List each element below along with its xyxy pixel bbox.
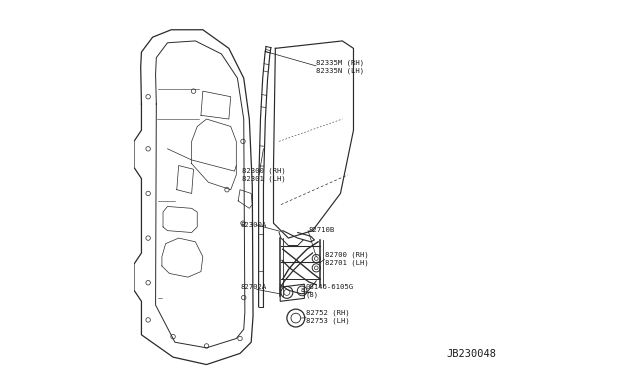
Text: 82702A: 82702A bbox=[240, 284, 266, 290]
Text: 82710B: 82710B bbox=[308, 227, 334, 232]
Text: 82300 (RH)
82301 (LH): 82300 (RH) 82301 (LH) bbox=[242, 168, 285, 182]
Text: 8: 8 bbox=[300, 288, 304, 294]
Text: 08146-6105G
(8): 08146-6105G (8) bbox=[306, 284, 354, 298]
Text: JB230048: JB230048 bbox=[447, 349, 497, 359]
Text: 82752 (RH)
82753 (LH): 82752 (RH) 82753 (LH) bbox=[306, 310, 349, 324]
Text: 82700 (RH)
82701 (LH): 82700 (RH) 82701 (LH) bbox=[325, 251, 369, 266]
Text: 82300A: 82300A bbox=[240, 222, 266, 228]
Text: 82335M (RH)
82335N (LH): 82335M (RH) 82335N (LH) bbox=[316, 60, 364, 74]
